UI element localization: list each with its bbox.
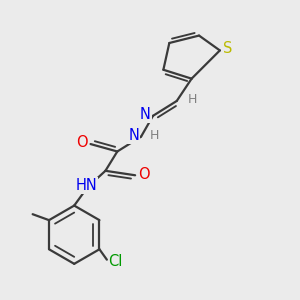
Text: HN: HN: [75, 178, 97, 193]
Text: Cl: Cl: [109, 254, 123, 269]
Text: O: O: [76, 135, 88, 150]
Text: O: O: [138, 167, 149, 182]
Text: H: H: [150, 129, 159, 142]
Text: N: N: [140, 107, 151, 122]
Text: H: H: [188, 93, 197, 106]
Text: N: N: [128, 128, 139, 143]
Text: S: S: [224, 41, 233, 56]
